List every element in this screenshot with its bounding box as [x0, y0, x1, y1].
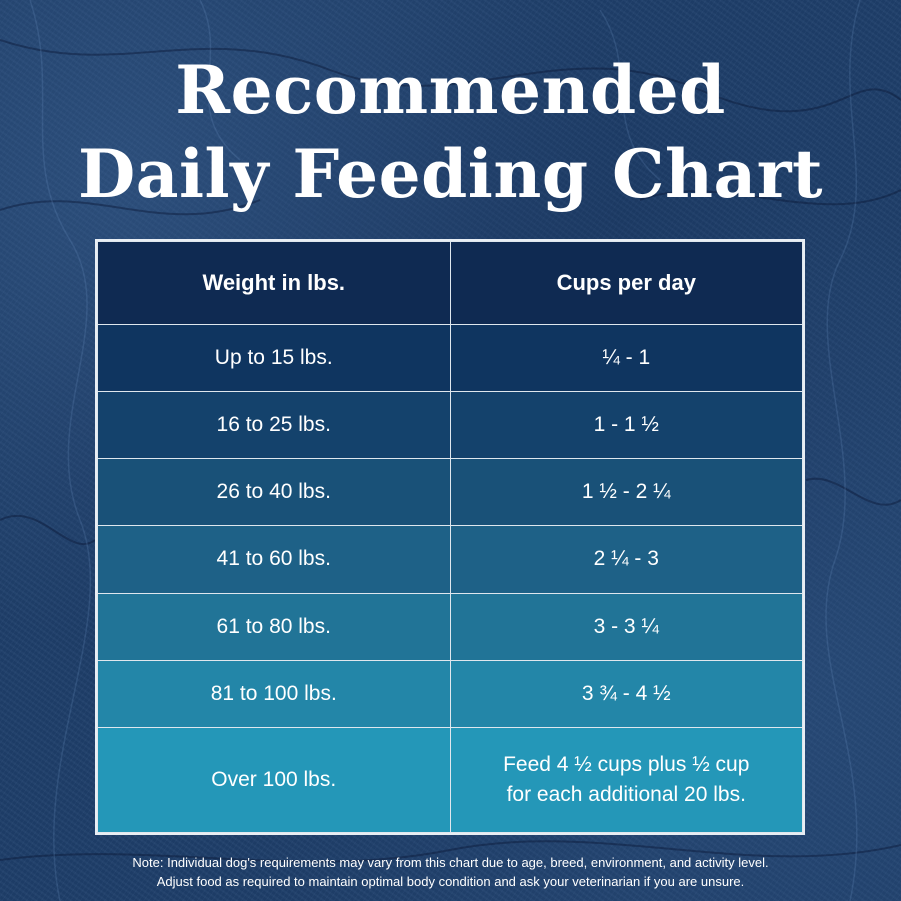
weight-cell: Up to 15 lbs.	[97, 323, 451, 393]
chart-title: Recommended Daily Feeding Chart	[0, 48, 901, 216]
weight-cell: 41 to 60 lbs.	[97, 525, 451, 594]
note-line-1: Note: Individual dog's requirements may …	[132, 855, 769, 870]
cups-line-2: for each additional 20 lbs.	[506, 782, 746, 806]
cups-cell: Feed 4 ½ cups plus ½ cup for each additi…	[449, 726, 803, 834]
cups-cell: 1 - 1 ½	[449, 391, 803, 460]
cups-cell: 2 ¼ - 3	[449, 525, 803, 594]
weight-cell: 61 to 80 lbs.	[97, 592, 451, 661]
table-row: 41 to 60 lbs. 2 ¼ - 3	[97, 525, 803, 594]
cups-cell: 3 ¾ - 4 ½	[449, 659, 803, 728]
cups-cell: ¼ - 1	[449, 323, 803, 393]
header-cups: Cups per day	[449, 241, 803, 325]
weight-cell: 16 to 25 lbs.	[97, 391, 451, 460]
table-row: 61 to 80 lbs. 3 - 3 ¼	[97, 592, 803, 661]
weight-cell: 26 to 40 lbs.	[97, 458, 451, 527]
table-row: Up to 15 lbs. ¼ - 1	[97, 323, 803, 393]
feeding-table-container: Weight in lbs. Cups per day Up to 15 lbs…	[95, 239, 805, 835]
cups-cell: 1 ½ - 2 ¼	[449, 458, 803, 527]
table-row: Over 100 lbs. Feed 4 ½ cups plus ½ cup f…	[97, 726, 803, 834]
cups-cell: 3 - 3 ¼	[449, 592, 803, 661]
table-row: 16 to 25 lbs. 1 - 1 ½	[97, 391, 803, 460]
table-row: 81 to 100 lbs. 3 ¾ - 4 ½	[97, 659, 803, 728]
header-weight: Weight in lbs.	[97, 241, 451, 325]
weight-cell: Over 100 lbs.	[97, 726, 451, 834]
title-line-2: Daily Feeding Chart	[77, 135, 824, 213]
table-header-row: Weight in lbs. Cups per day	[97, 241, 803, 325]
table-row: 26 to 40 lbs. 1 ½ - 2 ¼	[97, 458, 803, 527]
title-line-1: Recommended	[175, 51, 726, 129]
note-line-2: Adjust food as required to maintain opti…	[156, 874, 745, 889]
disclaimer-note: Note: Individual dog's requirements may …	[0, 853, 901, 891]
cups-line-1: Feed 4 ½ cups plus ½ cup	[503, 752, 750, 776]
weight-cell: 81 to 100 lbs.	[97, 659, 451, 728]
feeding-table: Weight in lbs. Cups per day Up to 15 lbs…	[97, 241, 803, 834]
